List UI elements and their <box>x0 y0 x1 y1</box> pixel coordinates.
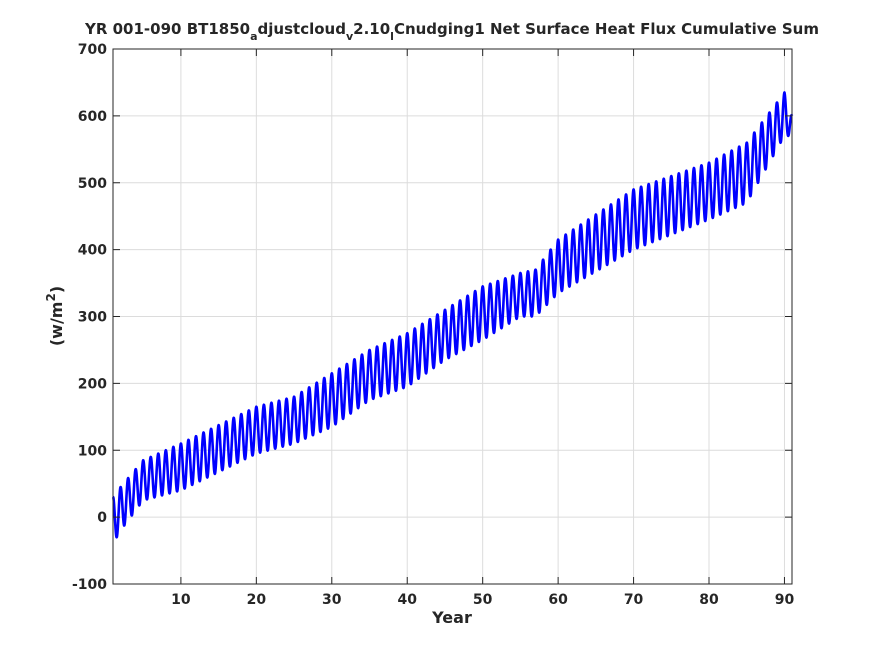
title-part-3: 2.10 <box>353 20 390 38</box>
tick-marks <box>113 48 792 585</box>
x-tick-label: 20 <box>247 592 267 608</box>
x-tick-label: 90 <box>775 592 795 608</box>
y-tick-label: 700 <box>78 42 107 58</box>
x-tick-labels: 10 20 30 40 50 60 70 80 90 <box>171 592 794 608</box>
x-tick-label: 70 <box>624 592 644 608</box>
title-part-2: djustcloud <box>258 20 346 38</box>
y-tick-label: 500 <box>78 176 107 192</box>
x-axis-label: Year <box>431 608 472 627</box>
x-tick-label: 10 <box>171 592 191 608</box>
y-axis-label-superscript: 2 <box>44 293 58 301</box>
y-tick-label: 200 <box>78 376 107 392</box>
x-tick-label: 30 <box>322 592 342 608</box>
title-part-4: Cnudging1 Net Surface Heat Flux Cumulati… <box>394 20 819 38</box>
y-tick-label: 600 <box>78 109 107 125</box>
y-axis-label-end: ) <box>47 286 66 293</box>
y-tick-label: -100 <box>72 577 107 593</box>
x-tick-label: 50 <box>473 592 493 608</box>
title-subscript-3: l <box>390 30 394 43</box>
series-layer <box>111 91 794 539</box>
chart-title: YR 001-090 BT1850adjustcloudv2.10lCnudgi… <box>84 20 819 43</box>
y-axis-label: (w/m2) <box>44 286 66 346</box>
y-tick-label: 300 <box>78 310 107 326</box>
x-tick-label: 80 <box>699 592 719 608</box>
x-tick-label: 60 <box>548 592 568 608</box>
y-tick-label: 100 <box>78 443 107 459</box>
y-tick-label: 0 <box>97 510 107 526</box>
title-subscript-1: a <box>250 30 257 43</box>
title-subscript-2: v <box>346 30 354 43</box>
y-tick-label: 400 <box>78 243 107 259</box>
series-line <box>111 91 794 539</box>
title-part-1: YR 001-090 BT1850 <box>84 20 250 38</box>
y-tick-labels: -100 0 100 200 300 400 500 600 700 <box>72 42 107 593</box>
x-tick-label: 40 <box>397 592 417 608</box>
y-axis-label-base: (w/m <box>47 302 66 347</box>
